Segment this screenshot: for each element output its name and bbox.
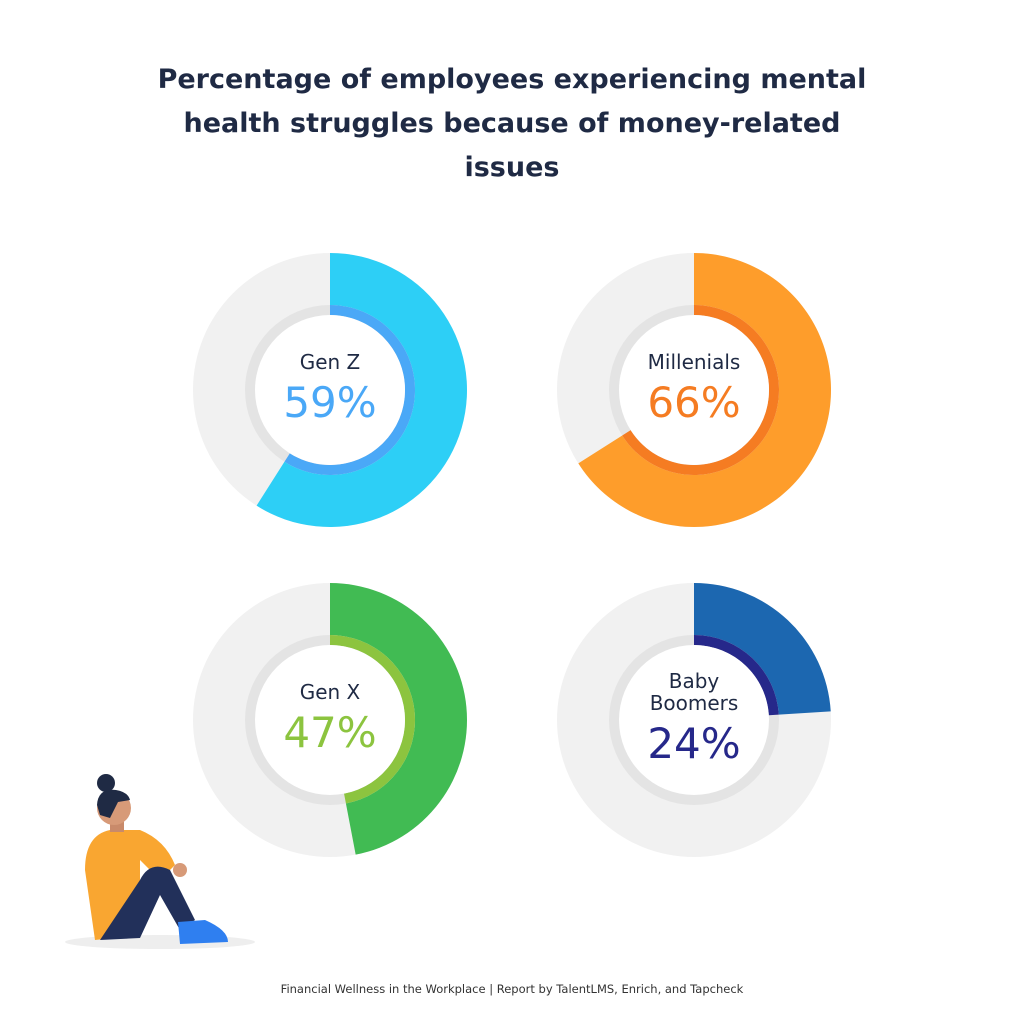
donut-accent-arc xyxy=(694,635,779,716)
donut-hole xyxy=(619,645,769,795)
source-note: Financial Wellness in the Workplace | Re… xyxy=(280,982,744,996)
donut-label: Millenials xyxy=(647,350,741,374)
value-label: 24% xyxy=(647,719,741,768)
value-label: 47% xyxy=(283,708,377,757)
donut-center: Gen Z 59% xyxy=(255,315,405,465)
value-label: 59% xyxy=(283,378,377,427)
donut-hole xyxy=(619,315,769,465)
donut-center: Baby Boomers 24% xyxy=(619,645,769,795)
donut-arc xyxy=(330,583,467,855)
donut-hole xyxy=(255,315,405,465)
donut-accent-arc xyxy=(284,305,415,476)
donut-label: Gen Z xyxy=(299,350,361,374)
donut-hole xyxy=(255,645,405,795)
donut-center: Millenials 66% xyxy=(619,315,769,465)
donut-arc xyxy=(578,253,831,527)
illustration xyxy=(65,774,255,949)
donut-label: Gen X xyxy=(299,680,361,704)
donut-accent-arc xyxy=(330,635,416,804)
value-label: 66% xyxy=(647,378,741,427)
donut-center: Gen X 47% xyxy=(255,645,405,795)
donut-label: Baby Boomers xyxy=(649,669,739,715)
donut-arc xyxy=(256,253,467,527)
title: Percentage of employees experiencing men… xyxy=(157,64,867,183)
donut-arc xyxy=(694,583,831,715)
